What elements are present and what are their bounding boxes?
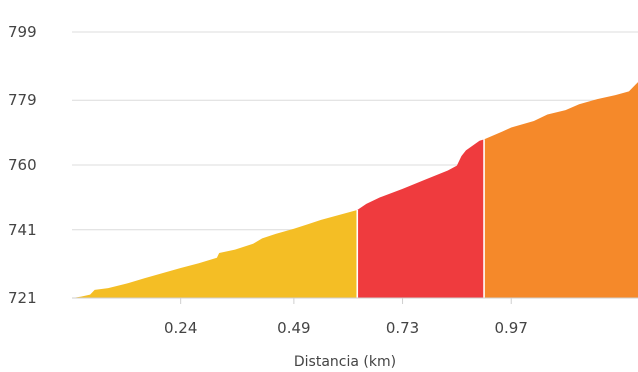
axes xyxy=(72,297,638,304)
x-tick-label-0.49: 0.49 xyxy=(277,319,310,337)
x-axis-title: Distancia (km) xyxy=(294,354,396,370)
elevation-areas xyxy=(72,82,638,298)
segment-dividers xyxy=(356,139,485,298)
x-tick-label-0.97: 0.97 xyxy=(495,319,528,337)
x-tick-label-0.73: 0.73 xyxy=(386,319,419,337)
x-tick-labels: 0.24 0.49 0.73 0.97 xyxy=(164,319,528,337)
y-tick-label-721: 721 xyxy=(8,289,37,307)
y-tick-label-779: 779 xyxy=(8,91,37,109)
y-tick-label-799: 799 xyxy=(8,23,37,41)
y-tick-labels: 721 741 760 779 799 xyxy=(8,23,37,307)
x-tick-label-0.24: 0.24 xyxy=(164,319,197,337)
elevation-segment-2 xyxy=(357,139,485,298)
elevation-segment-1 xyxy=(72,210,358,298)
y-tick-label-760: 760 xyxy=(8,156,37,174)
elevation-segment-3 xyxy=(484,82,638,298)
y-tick-label-741: 741 xyxy=(8,221,37,239)
